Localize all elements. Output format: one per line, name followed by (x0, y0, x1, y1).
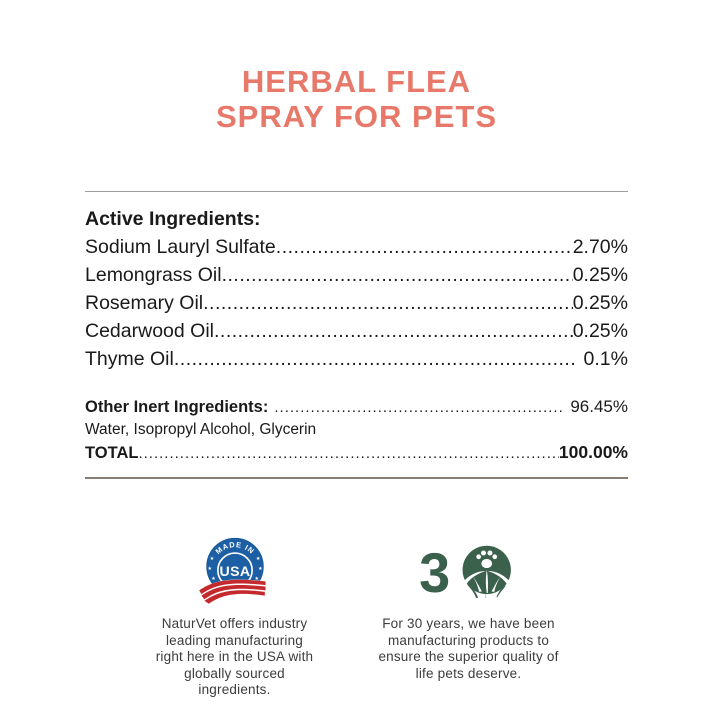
ingredient-row: Sodium Lauryl Sulfate ..................… (85, 233, 628, 261)
ingredient-name: Lemongrass Oil (85, 264, 222, 286)
svg-text:★: ★ (211, 576, 216, 582)
total-row: TOTAL ..................................… (85, 441, 628, 465)
ingredient-row: Rosemary Oil ...........................… (85, 289, 628, 317)
dot-leader: ........................................… (275, 236, 573, 258)
ingredients-panel: Active Ingredients: Sodium Lauryl Sulfat… (85, 191, 628, 479)
dot-leader: ........................................… (138, 445, 559, 462)
ingredient-value: 0.1% (583, 348, 628, 370)
years-blurb: For 30 years, we have been manufacturing… (378, 616, 559, 681)
made-in-usa-logo-box: ★ ★ ★ ★ ★ ★ ★ MADE IN USA (194, 533, 276, 609)
grass-outer-icon (466, 584, 506, 598)
ingredient-name: Cedarwood Oil (85, 320, 214, 342)
ingredient-value: 0.25% (572, 264, 628, 286)
inert-components: Water, Isopropyl Alcohol, Glycerin (85, 421, 317, 438)
ingredient-name: Thyme Oil (85, 348, 174, 370)
thirty-years-column: 3 (361, 533, 577, 699)
divider-top (85, 191, 628, 192)
total-value: 100.00% (558, 442, 628, 462)
ingredient-value: 0.25% (572, 320, 628, 342)
inert-ingredients-section: Other Inert Ingredients: ...............… (85, 396, 628, 465)
active-ingredients-heading: Active Ingredients: (85, 208, 261, 230)
dot-leader: ........................................… (203, 292, 573, 314)
dot-leader: ........................................… (221, 264, 573, 286)
made-in-usa-badge-icon: ★ ★ ★ ★ ★ ★ ★ MADE IN USA (197, 537, 266, 604)
active-ingredients-list: Sodium Lauryl Sulfate ..................… (85, 233, 628, 373)
usa-blurb: NaturVet offers industry leading manufac… (155, 616, 314, 697)
badge-usa-text: USA (219, 564, 250, 580)
dot-leader: ........................................… (173, 348, 574, 370)
footer: ★ ★ ★ ★ ★ ★ ★ MADE IN USA (0, 533, 713, 699)
svg-text:★: ★ (258, 566, 263, 572)
svg-text:★: ★ (207, 566, 212, 572)
grass-leaves-icon (462, 569, 511, 594)
svg-text:★: ★ (254, 576, 259, 582)
page-title: HERBAL FLEA SPRAY FOR PETS (215, 64, 498, 134)
ingredient-row: Lemongrass Oil .........................… (85, 261, 628, 289)
thirty-number-text: 3 (419, 544, 450, 598)
ingredient-name: Rosemary Oil (85, 292, 204, 314)
divider-bottom (85, 477, 628, 479)
total-label: TOTAL (85, 444, 139, 462)
ingredient-row: Cedarwood Oil ..........................… (85, 317, 628, 345)
ingredient-name: Sodium Lauryl Sulfate (85, 236, 276, 258)
ingredient-value: 2.70% (572, 236, 628, 258)
inert-value: 96.45% (570, 397, 628, 416)
dot-leader: ........................................… (274, 399, 565, 416)
inert-ingredients-row: Other Inert Ingredients: ...............… (85, 396, 628, 419)
ingredient-row: Thyme Oil ..............................… (85, 345, 628, 373)
paw-icon (475, 550, 497, 569)
inert-label: Other Inert Ingredients: (85, 398, 269, 416)
ingredient-value: 0.25% (572, 292, 628, 314)
thirty-years-logo-box: 3 (418, 533, 520, 609)
thirty-years-logo-icon: 3 (419, 544, 511, 598)
made-in-usa-column: ★ ★ ★ ★ ★ ★ ★ MADE IN USA (137, 533, 333, 699)
svg-text:★: ★ (209, 556, 214, 562)
dot-leader: ........................................… (213, 320, 573, 342)
svg-text:★: ★ (255, 556, 260, 562)
